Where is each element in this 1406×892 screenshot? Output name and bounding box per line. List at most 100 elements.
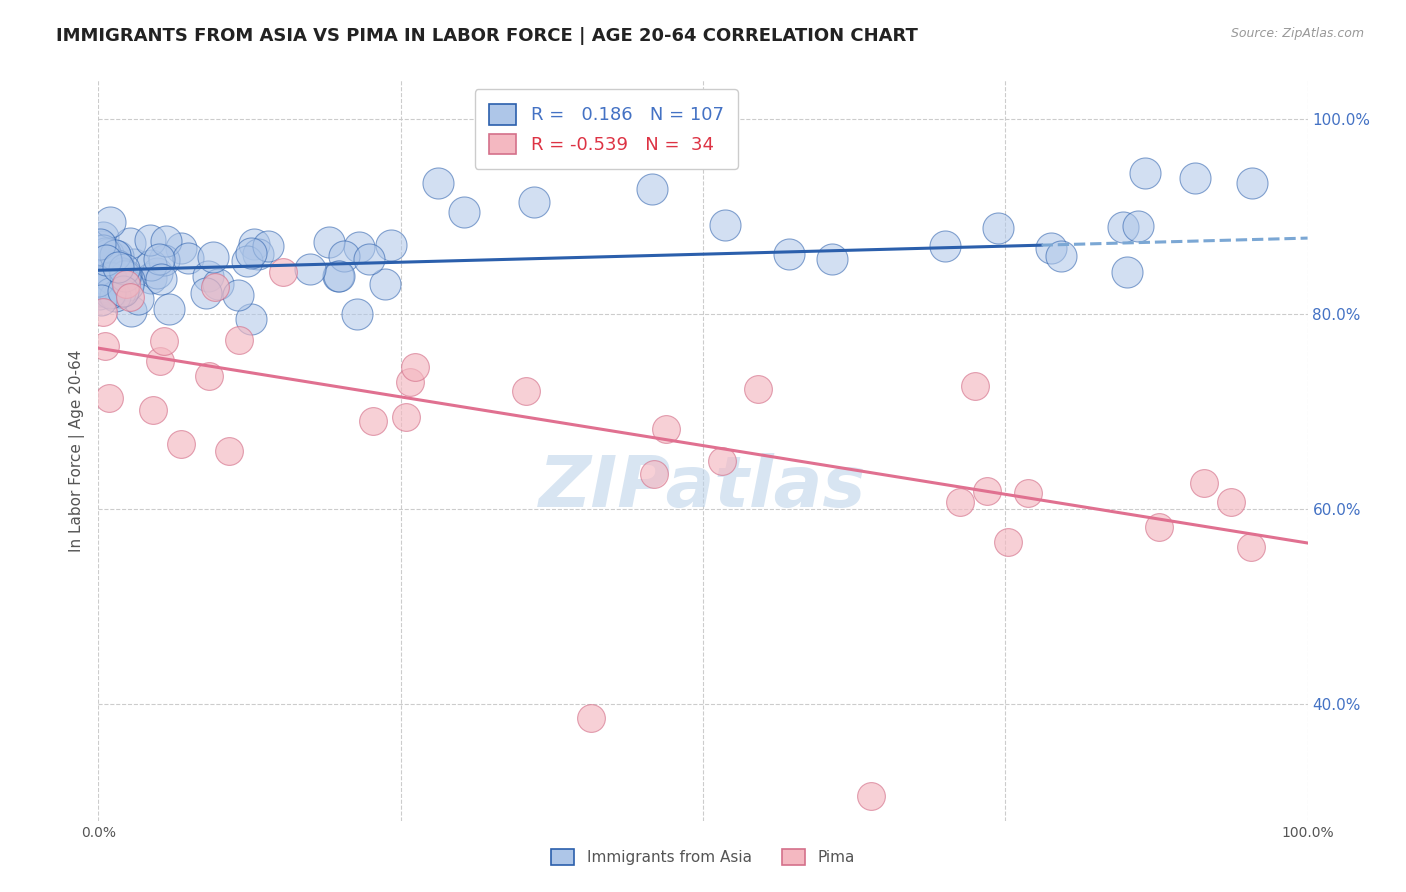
Point [104,248,127,262]
Point [198,369,221,384]
Point [1040,241,1063,255]
Point [114,269,136,284]
Point [246,247,269,261]
Point [271,265,294,279]
Point [104,256,127,270]
Legend: Immigrants from Asia, Pima: Immigrants from Asia, Pima [546,843,860,871]
Point [859,789,882,804]
Point [821,252,844,266]
Point [976,483,998,498]
Point [398,375,420,389]
Point [1126,219,1149,233]
Point [380,238,402,252]
Point [359,252,381,266]
Point [97,282,120,296]
Text: IMMIGRANTS FROM ASIA VS PIMA IN LABOR FORCE | AGE 20-64 CORRELATION CHART: IMMIGRANTS FROM ASIA VS PIMA IN LABOR FO… [56,27,918,45]
Point [328,268,350,283]
Point [710,453,733,467]
Point [93,254,115,268]
Point [105,258,128,272]
Point [1050,249,1073,263]
Point [89,237,111,252]
Point [643,467,665,481]
Point [201,251,224,265]
Point [139,271,162,285]
Point [89,293,111,308]
Point [170,241,193,255]
Point [100,272,122,286]
Point [112,262,135,277]
Point [347,240,370,254]
Point [395,410,418,425]
Point [98,215,121,229]
Point [97,246,120,260]
Point [100,279,122,293]
Point [87,287,110,301]
Point [112,284,135,298]
Point [148,252,170,266]
Point [120,235,142,250]
Point [94,339,117,353]
Point [103,247,125,261]
Point [149,354,172,368]
Point [1220,494,1243,508]
Point [97,280,120,294]
Point [127,293,149,307]
Point [115,274,138,288]
Point [1135,166,1157,180]
Point [100,270,122,285]
Point [987,221,1010,235]
Point [240,312,263,326]
Point [110,285,132,299]
Point [257,239,280,253]
Point [89,284,111,298]
Point [115,268,138,282]
Point [453,204,475,219]
Point [107,260,129,275]
Point [426,176,449,190]
Point [97,254,120,268]
Text: Source: ZipAtlas.com: Source: ZipAtlas.com [1230,27,1364,40]
Point [152,253,174,268]
Point [93,229,115,244]
Point [91,304,114,318]
Point [948,495,970,509]
Point [98,391,121,405]
Point [96,267,118,281]
Point [404,359,426,374]
Point [145,266,167,280]
Point [204,280,226,294]
Point [177,251,200,265]
Point [103,251,125,265]
Point [1240,540,1263,554]
Point [1115,265,1137,279]
Point [91,244,114,258]
Point [640,182,662,196]
Point [299,262,322,277]
Point [1147,519,1170,533]
Point [1017,486,1039,500]
Point [90,239,112,253]
Point [112,284,135,298]
Point [236,253,259,268]
Point [101,266,124,280]
Point [207,277,229,291]
Point [1241,176,1264,190]
Point [934,239,956,253]
Point [218,444,240,458]
Point [655,422,678,436]
Point [96,253,118,268]
Point [523,195,546,210]
Point [97,274,120,288]
Point [111,266,134,280]
Point [94,262,117,277]
Point [157,302,180,317]
Point [111,272,134,286]
Point [104,280,127,294]
Point [103,289,125,303]
Point [579,711,602,725]
Point [93,277,115,291]
Point [120,304,142,318]
Point [1184,170,1206,185]
Point [100,261,122,276]
